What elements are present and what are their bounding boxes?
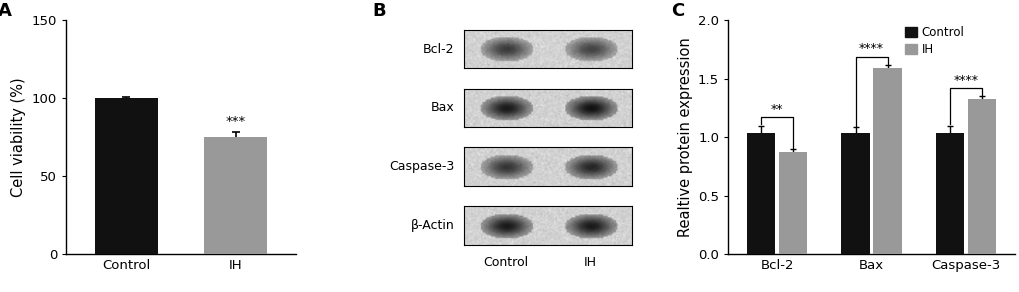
- Text: ****: ****: [858, 42, 883, 55]
- Bar: [779, 152, 807, 254]
- Text: A: A: [0, 2, 11, 20]
- Bar: [934, 133, 963, 254]
- Bar: [204, 137, 267, 254]
- Text: ****: ****: [953, 74, 977, 87]
- Bar: [841, 133, 869, 254]
- Legend: Control, IH: Control, IH: [900, 22, 968, 61]
- Text: Bax: Bax: [430, 101, 453, 114]
- Bar: [872, 68, 901, 254]
- Text: IH: IH: [583, 256, 596, 270]
- Text: Caspase-3: Caspase-3: [388, 160, 453, 173]
- Text: β-Actin: β-Actin: [410, 219, 453, 232]
- Text: Control: Control: [483, 256, 528, 270]
- Bar: [95, 98, 158, 254]
- Bar: [746, 133, 774, 254]
- Text: **: **: [770, 103, 783, 116]
- Text: C: C: [671, 2, 684, 20]
- Text: ***: ***: [225, 115, 246, 128]
- Y-axis label: Cell viability (%): Cell viability (%): [11, 77, 26, 197]
- Text: B: B: [372, 2, 385, 20]
- Bar: [967, 99, 996, 254]
- Text: Bcl-2: Bcl-2: [422, 43, 453, 55]
- Y-axis label: Realtive protein expression: Realtive protein expression: [677, 37, 692, 237]
